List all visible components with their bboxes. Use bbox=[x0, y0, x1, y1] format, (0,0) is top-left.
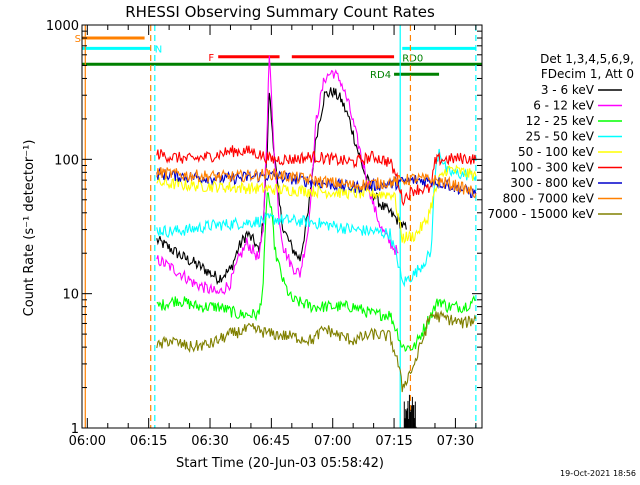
axis-layer: 1 10 100 1000 06:00 06:15 06:30 06:45 07:00 07:15… bbox=[46, 19, 483, 449]
series-line-8 bbox=[156, 167, 477, 199]
x-tick-label: 06:15 bbox=[130, 434, 167, 449]
y-tick-label: 100 bbox=[54, 153, 79, 168]
flag-label-rd0: RD0 bbox=[402, 53, 423, 64]
y-tick-label: 10 bbox=[62, 288, 79, 303]
legend-label-3: 12 - 25 keV bbox=[526, 114, 595, 128]
legend-label-4: 25 - 50 keV bbox=[526, 130, 595, 144]
x-tick-label: 06:45 bbox=[253, 434, 290, 449]
legend: Det 1,3,4,5,6,9, FDecim 1, Att 0 3 - 6 k… bbox=[487, 52, 634, 221]
y-tick-label: 1000 bbox=[46, 19, 79, 34]
vline-layer bbox=[84, 25, 477, 428]
series-layer bbox=[156, 55, 477, 428]
footer-date: 19-Oct-2021 18:56 bbox=[560, 469, 636, 478]
legend-header-line-2: FDecim 1, Att 0 bbox=[541, 67, 634, 81]
series-line-9 bbox=[156, 310, 477, 393]
legend-label-6: 100 - 300 keV bbox=[510, 161, 594, 175]
plot-frame bbox=[81, 24, 483, 429]
flag-label-s: S bbox=[75, 34, 81, 45]
legend-label-1: 3 - 6 keV bbox=[541, 83, 595, 97]
x-tick-label: 07:30 bbox=[437, 434, 474, 449]
series-line-2 bbox=[156, 55, 399, 295]
series-line-5 bbox=[156, 164, 477, 245]
legend-label-2: 6 - 12 keV bbox=[533, 99, 595, 113]
flag-label-rd4: RD4 bbox=[370, 70, 391, 81]
x-tick-label: 06:30 bbox=[191, 434, 228, 449]
noise-burst bbox=[403, 394, 417, 428]
x-tick-label: 07:00 bbox=[314, 434, 351, 449]
legend-label-5: 50 - 100 keV bbox=[518, 145, 595, 159]
series-line-6 bbox=[156, 145, 477, 207]
legend-label-9: 7000 - 15000 keV bbox=[487, 207, 594, 221]
y-tick-label: 1 bbox=[71, 422, 79, 437]
legend-label-8: 800 - 7000 keV bbox=[503, 192, 595, 206]
y-axis-label: Count Rate (s⁻¹ detector⁻¹) bbox=[22, 140, 37, 317]
x-axis-label: Start Time (20-Jun-03 05:58:42) bbox=[176, 456, 384, 471]
chart-title: RHESSI Observing Summary Count Rates bbox=[125, 3, 435, 21]
series-line-3 bbox=[156, 192, 477, 353]
legend-header-line-1: Det 1,3,4,5,6,9, bbox=[540, 52, 634, 66]
series-line-1 bbox=[156, 87, 407, 286]
x-tick-label: 07:15 bbox=[375, 434, 412, 449]
flag-label-n: N bbox=[155, 44, 162, 55]
flag-layer: S N F RD0 RD4 bbox=[75, 34, 482, 81]
legend-label-7: 300 - 800 keV bbox=[510, 176, 594, 190]
x-tick-label: 06:00 bbox=[69, 434, 106, 449]
flag-label-f: F bbox=[208, 53, 214, 64]
series-line-4 bbox=[156, 148, 477, 288]
